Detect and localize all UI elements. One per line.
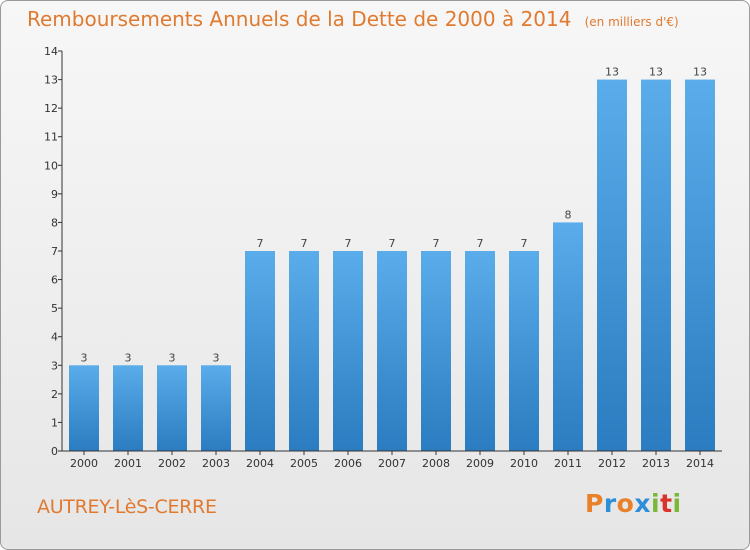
bar-2011 xyxy=(553,222,583,451)
y-tick-label: 0 xyxy=(51,445,58,458)
brand-letter: i xyxy=(651,489,661,518)
value-label-2010: 7 xyxy=(521,237,528,250)
bar-2005 xyxy=(289,251,319,451)
x-tick-label: 2012 xyxy=(598,457,626,470)
brand-logo: Proxiti xyxy=(585,489,682,518)
brand-letter: P xyxy=(585,489,604,518)
bar-2006 xyxy=(333,251,363,451)
x-tick-label: 2010 xyxy=(510,457,538,470)
y-tick-label: 11 xyxy=(44,131,58,144)
commune-name: AUTREY-LèS-CERRE xyxy=(37,496,217,518)
x-tick-label: 2009 xyxy=(466,457,494,470)
bars-layer: 3 3 3 3 7 7 7 7 7 7 7 8 13 13 13 xyxy=(69,66,715,452)
bar-2002 xyxy=(157,365,187,451)
x-tick-label: 2002 xyxy=(158,457,186,470)
y-tick-label: 7 xyxy=(51,245,58,258)
x-tick-label: 2004 xyxy=(246,457,274,470)
value-label-2008: 7 xyxy=(433,237,440,250)
value-label-2002: 3 xyxy=(169,351,176,364)
brand-letter: o xyxy=(616,489,635,518)
brand-letter: t xyxy=(660,489,673,518)
x-tick-label: 2011 xyxy=(554,457,582,470)
bar-2014 xyxy=(685,79,715,452)
value-label-2000: 3 xyxy=(81,351,88,364)
y-tick-label: 5 xyxy=(51,302,58,315)
x-tick-label: 2008 xyxy=(422,457,450,470)
value-label-2005: 7 xyxy=(301,237,308,250)
x-tick-label: 2007 xyxy=(378,457,406,470)
bar-2009 xyxy=(465,251,495,451)
chart-title: Remboursements Annuels de la Dette de 20… xyxy=(27,7,572,31)
x-tick-label: 2005 xyxy=(290,457,318,470)
y-tick-label: 10 xyxy=(44,159,58,172)
y-tick-label: 3 xyxy=(51,359,58,372)
x-tick-label: 2006 xyxy=(334,457,362,470)
value-label-2012: 13 xyxy=(605,66,619,79)
value-label-2009: 7 xyxy=(477,237,484,250)
value-label-2003: 3 xyxy=(213,351,220,364)
bar-2013 xyxy=(641,79,671,452)
brand-letter: i xyxy=(672,489,682,518)
bar-2010 xyxy=(509,251,539,451)
value-label-2007: 7 xyxy=(389,237,396,250)
bar-2001 xyxy=(113,365,143,451)
x-tick-label: 2001 xyxy=(114,457,142,470)
title-row: Remboursements Annuels de la Dette de 20… xyxy=(27,7,679,31)
y-tick-label: 2 xyxy=(51,388,58,401)
value-label-2013: 13 xyxy=(649,66,663,79)
value-label-2011: 8 xyxy=(565,208,572,221)
brand-letter: r xyxy=(603,489,617,518)
y-tick-label: 4 xyxy=(51,331,58,344)
x-tick-label: 2003 xyxy=(202,457,230,470)
y-tick-label: 14 xyxy=(44,45,58,58)
x-tick-label: 2000 xyxy=(70,457,98,470)
brand-letter: x xyxy=(634,489,651,518)
bar-2003 xyxy=(201,365,231,451)
x-tick-label: 2013 xyxy=(642,457,670,470)
y-tick-label: 9 xyxy=(51,188,58,201)
bar-2000 xyxy=(69,365,99,451)
bar-2012 xyxy=(597,79,627,452)
value-label-2001: 3 xyxy=(125,351,132,364)
value-label-2006: 7 xyxy=(345,237,352,250)
value-label-2014: 13 xyxy=(693,66,707,79)
bar-2007 xyxy=(377,251,407,451)
chart-unit: (en milliers d'€) xyxy=(584,15,679,29)
value-label-2004: 7 xyxy=(257,237,264,250)
y-tick-label: 13 xyxy=(44,74,58,87)
y-tick-label: 12 xyxy=(44,102,58,115)
y-tick-label: 6 xyxy=(51,274,58,287)
y-tick-label: 1 xyxy=(51,416,58,429)
x-tick-label: 2014 xyxy=(686,457,714,470)
y-tick-label: 8 xyxy=(51,216,58,229)
bar-2004 xyxy=(245,251,275,451)
bar-2008 xyxy=(421,251,451,451)
